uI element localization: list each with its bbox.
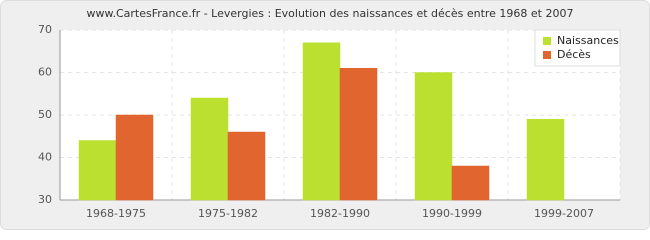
legend-box xyxy=(534,29,621,67)
x-tick-label: 1982-1990 xyxy=(310,207,370,220)
x-tick-label: 1999-2007 xyxy=(534,207,594,220)
bar xyxy=(227,131,266,201)
bar xyxy=(302,42,341,201)
bar xyxy=(78,140,117,201)
x-tick-label: 1968-1975 xyxy=(86,207,146,220)
bar xyxy=(115,114,154,201)
legend-swatch xyxy=(543,51,551,59)
bar xyxy=(414,72,453,201)
y-tick-label: 60 xyxy=(38,66,52,79)
x-tick-label: 1975-1982 xyxy=(198,207,258,220)
chart-title: www.CartesFrance.fr - Levergies : Evolut… xyxy=(87,7,574,20)
y-tick-label: 40 xyxy=(38,151,52,164)
legend-label: Naissances xyxy=(557,34,619,47)
bar xyxy=(190,97,229,201)
y-tick-label: 50 xyxy=(38,108,52,121)
y-tick-label: 30 xyxy=(38,193,52,206)
bar xyxy=(526,119,565,201)
bar xyxy=(451,165,490,201)
x-tick-label: 1990-1999 xyxy=(422,207,482,220)
legend-swatch xyxy=(543,37,551,45)
legend-label: Décès xyxy=(557,48,591,61)
chart: www.CartesFrance.fr - Levergies : Evolut… xyxy=(0,0,650,230)
y-tick-label: 70 xyxy=(38,23,52,36)
bar xyxy=(339,68,378,201)
